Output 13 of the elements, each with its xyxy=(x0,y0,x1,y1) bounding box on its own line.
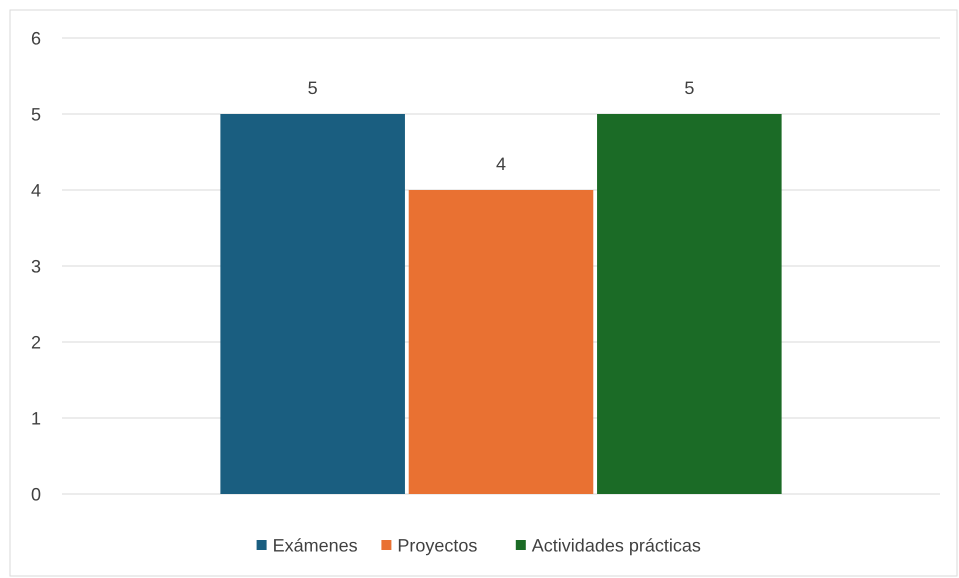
legend-label: Exámenes xyxy=(272,535,358,556)
y-tick-label: 5 xyxy=(30,104,42,124)
legend-label: Actividades prácticas xyxy=(532,535,701,556)
y-tick-label: 3 xyxy=(30,256,42,276)
data-label: 5 xyxy=(308,78,318,98)
y-tick-label: 0 xyxy=(30,484,42,504)
data-label: 5 xyxy=(684,78,694,98)
y-tick-label: 1 xyxy=(30,408,42,428)
y-tick-label: 2 xyxy=(30,332,42,352)
legend-label: Proyectos xyxy=(397,535,478,556)
y-tick-label: 6 xyxy=(30,28,42,48)
y-tick-label: 4 xyxy=(30,180,42,200)
data-label: 4 xyxy=(496,154,506,174)
